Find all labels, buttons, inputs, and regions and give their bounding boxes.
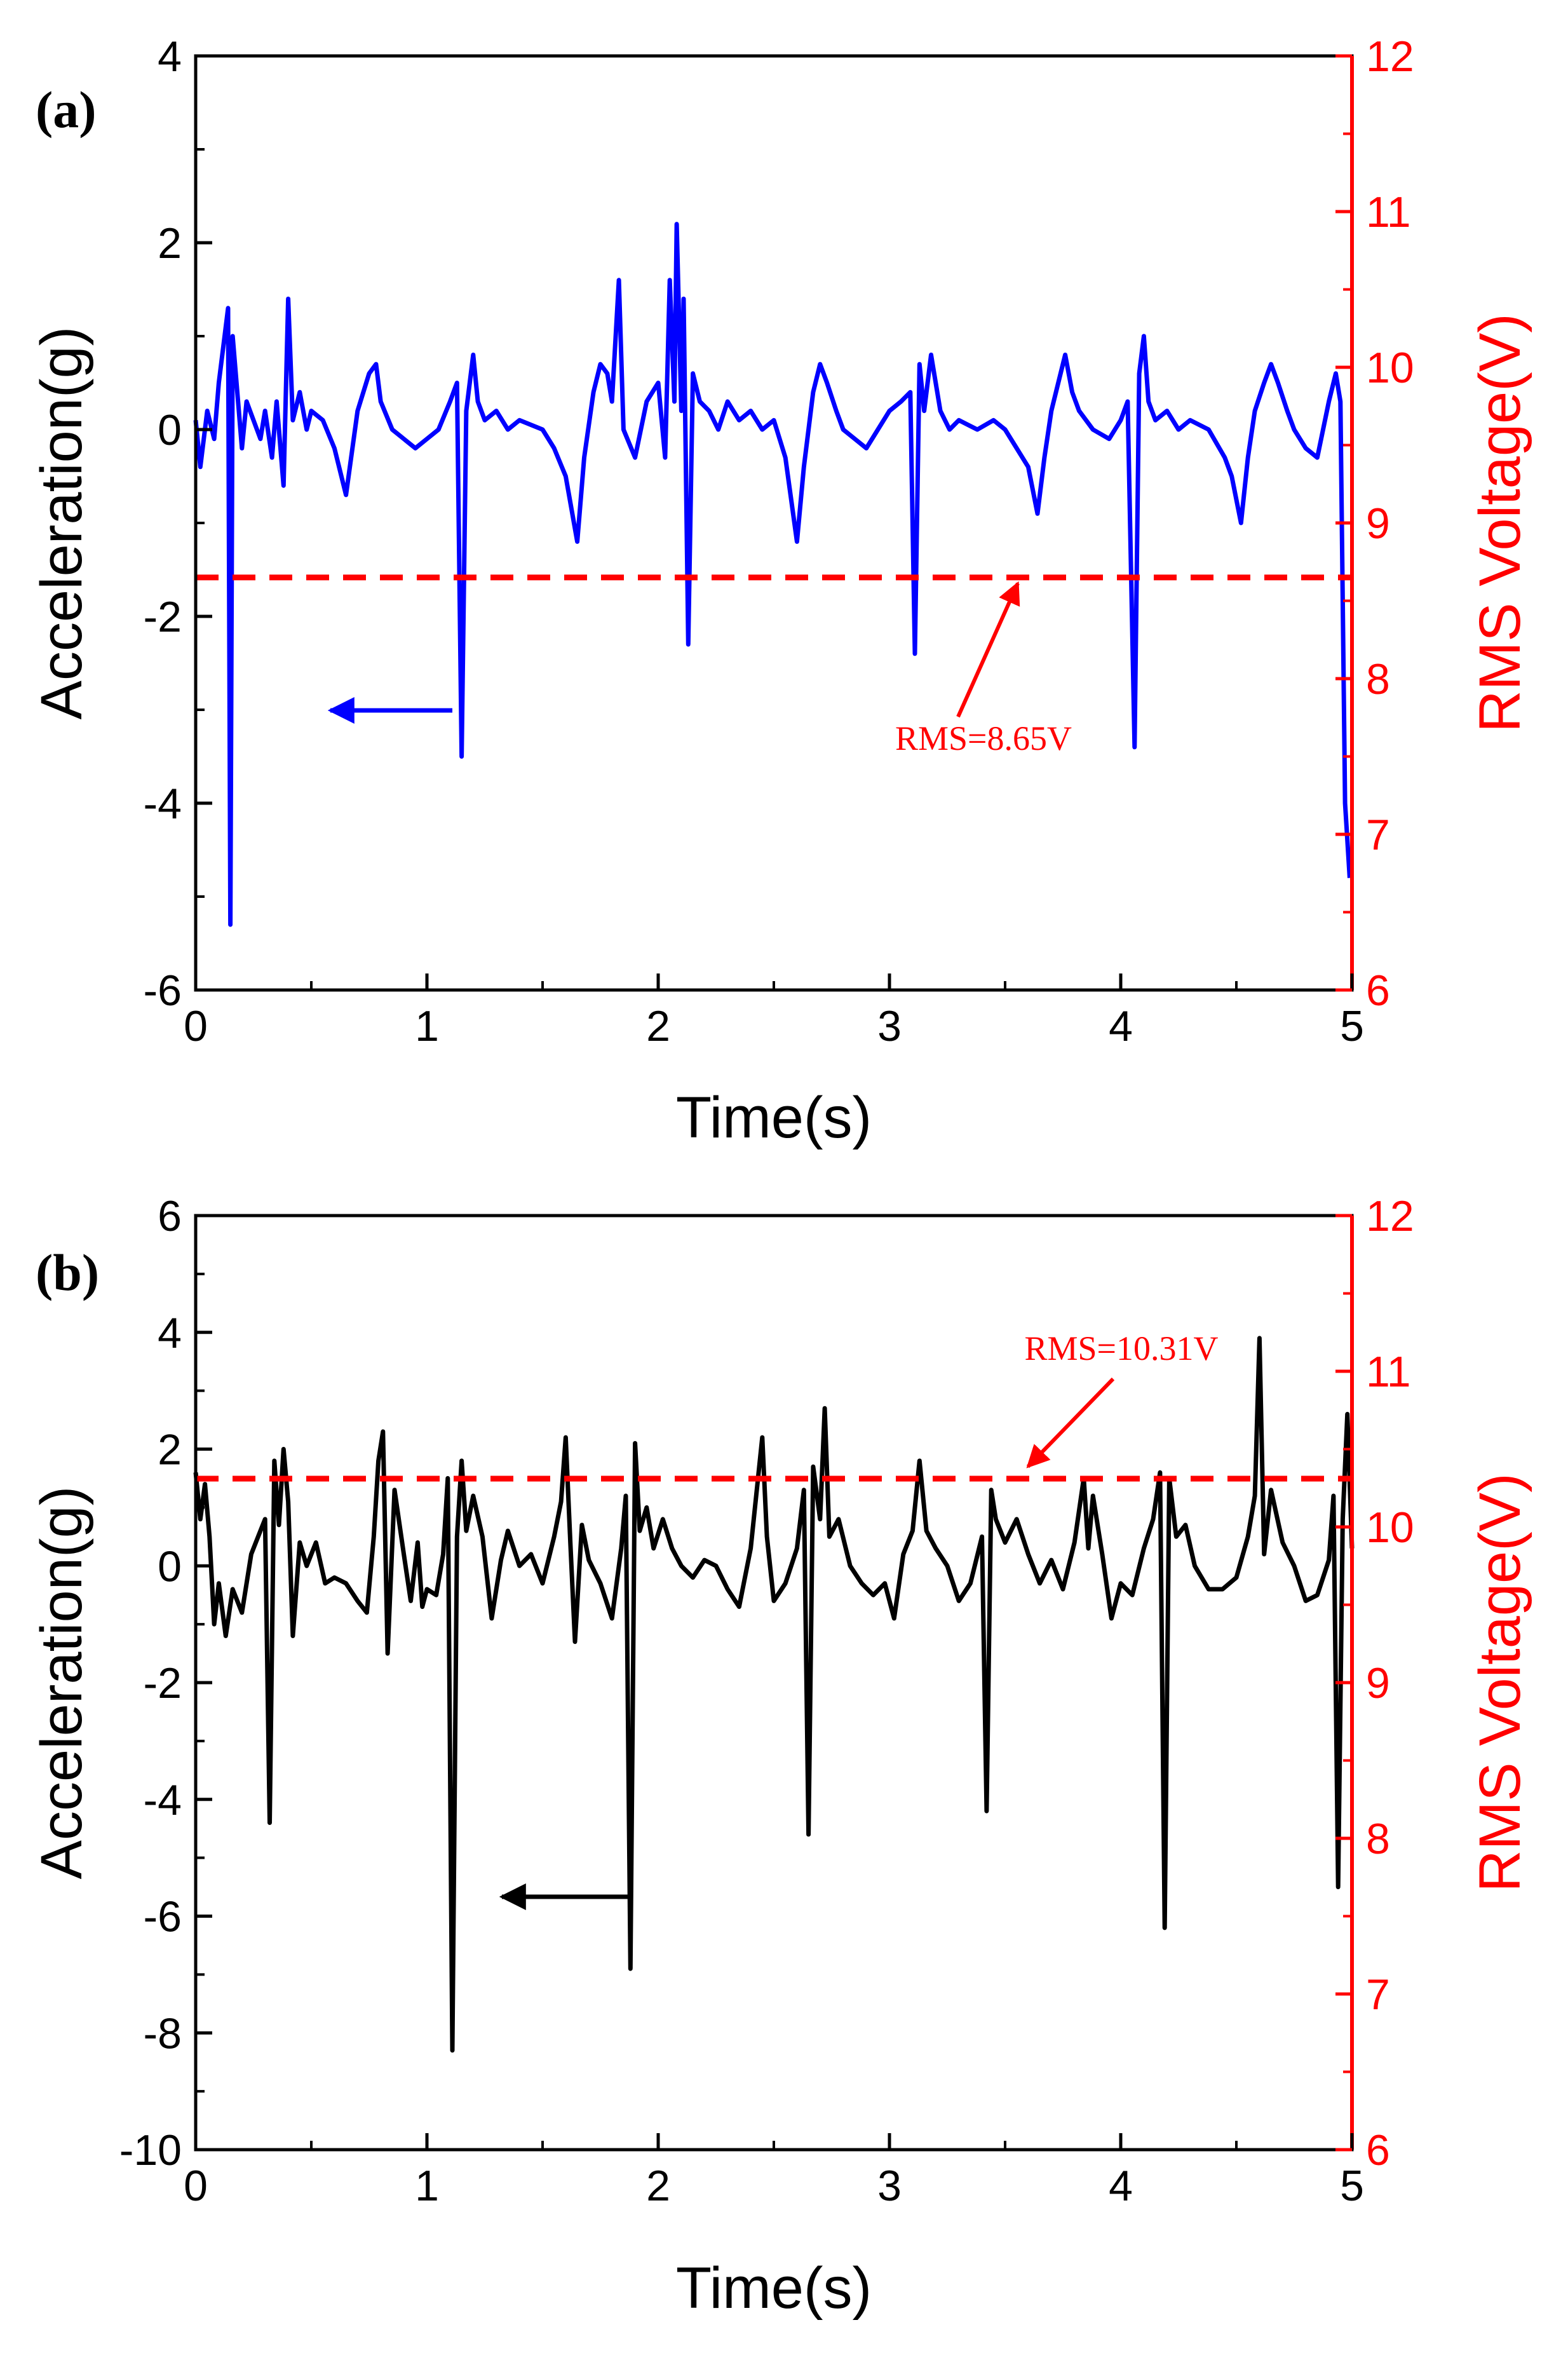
y-left-tick-label: 2 [158, 219, 182, 268]
x-tick-label: 4 [1109, 2162, 1133, 2210]
y-right-tick-label: 9 [1366, 1659, 1390, 1707]
y-left-tick-label: 6 [158, 1192, 182, 1240]
panel-label-b: (b) [36, 1244, 99, 1301]
y-right-tick-label: 7 [1366, 1970, 1390, 2019]
y-left-tick-label: -2 [144, 1659, 182, 1707]
x-tick-label: 4 [1109, 1002, 1133, 1050]
y-left-tick-label: -6 [144, 1893, 182, 1941]
x-ticks-b: 0 1 2 3 4 5 [184, 2133, 1364, 2210]
rms-annotation-arrow-b [1026, 1377, 1115, 1468]
y-left-tick-label: 4 [158, 32, 182, 81]
y-left-tick-label: -6 [144, 966, 182, 1015]
rms-annotation-a: RMS=8.65V [895, 719, 1072, 757]
plot-frame-left-bottom-a [194, 54, 1354, 992]
y-right-tick-label: 11 [1366, 188, 1411, 236]
x-tick-label: 2 [646, 1002, 670, 1050]
y-right-tick-label: 12 [1366, 1192, 1414, 1240]
acceleration-series-a [193, 222, 1352, 927]
y-left-tick-label: 0 [158, 406, 182, 454]
y-ticks-right-a: 6 7 8 9 10 11 12 [1335, 32, 1414, 1015]
y-right-tick-label: 10 [1366, 344, 1414, 392]
x-tick-label: 5 [1340, 2162, 1364, 2210]
x-ticks-a: 0 1 2 3 4 5 [184, 973, 1364, 1050]
series-line-a-0 [193, 222, 1352, 927]
y-axis-title-left-a: Acceleration(g) [29, 327, 94, 720]
y-left-tick-label: 2 [158, 1426, 182, 1474]
x-axis-title-a: Time(s) [676, 1085, 872, 1150]
y-axis-title-right-b: RMS Voltage(V) [1468, 1473, 1532, 1892]
y-left-tick-label: -10 [119, 2126, 182, 2174]
y-right-tick-label: 12 [1366, 32, 1414, 81]
y-left-tick-label: -4 [144, 1776, 182, 1824]
y-left-tick-label: -4 [144, 780, 182, 828]
y-right-tick-label: 7 [1366, 811, 1390, 859]
y-axis-title-right-a: RMS Voltage(V) [1468, 313, 1532, 733]
x-tick-label: 2 [646, 2162, 670, 2210]
y-right-tick-label: 8 [1366, 655, 1390, 703]
acceleration-series-b [193, 1336, 1355, 2053]
y-left-tick-label: -8 [144, 2009, 182, 2058]
y-axis-title-left-b: Acceleration(g) [29, 1486, 94, 1880]
x-tick-label: 1 [415, 1002, 439, 1050]
y-right-tick-label: 9 [1366, 499, 1390, 548]
x-tick-label: 3 [877, 2162, 902, 2210]
rms-annotation-arrow-a [956, 581, 1020, 718]
x-tick-label: 0 [184, 1002, 208, 1050]
x-tick-label: 0 [184, 2162, 208, 2210]
y-ticks-left-a: -6 -4 -2 0 2 4 [144, 32, 212, 1015]
panel-label-a: (a) [36, 81, 97, 139]
y-right-tick-label: 6 [1366, 2126, 1390, 2174]
x-tick-label: 1 [415, 2162, 439, 2210]
y-right-tick-label: 6 [1366, 966, 1390, 1015]
y-right-tick-label: 10 [1366, 1503, 1414, 1552]
y-ticks-left-b: -10 -8 -6 -4 -2 0 2 4 6 [119, 1192, 212, 2174]
y-left-tick-label: 0 [158, 1542, 182, 1590]
x-tick-label: 3 [877, 1002, 902, 1050]
y-right-tick-label: 8 [1366, 1815, 1390, 1863]
y-left-tick-label: -2 [144, 593, 182, 641]
rms-annotation-b: RMS=10.31V [1024, 1329, 1218, 1367]
series-line-b-0 [193, 1336, 1355, 2053]
y-right-tick-label: 11 [1366, 1348, 1411, 1396]
x-tick-label: 5 [1340, 1002, 1364, 1050]
y-ticks-right-b: 6 7 8 9 10 11 12 [1335, 1192, 1414, 2174]
y-left-tick-label: 4 [158, 1309, 182, 1357]
x-axis-title-b: Time(s) [676, 2256, 872, 2321]
